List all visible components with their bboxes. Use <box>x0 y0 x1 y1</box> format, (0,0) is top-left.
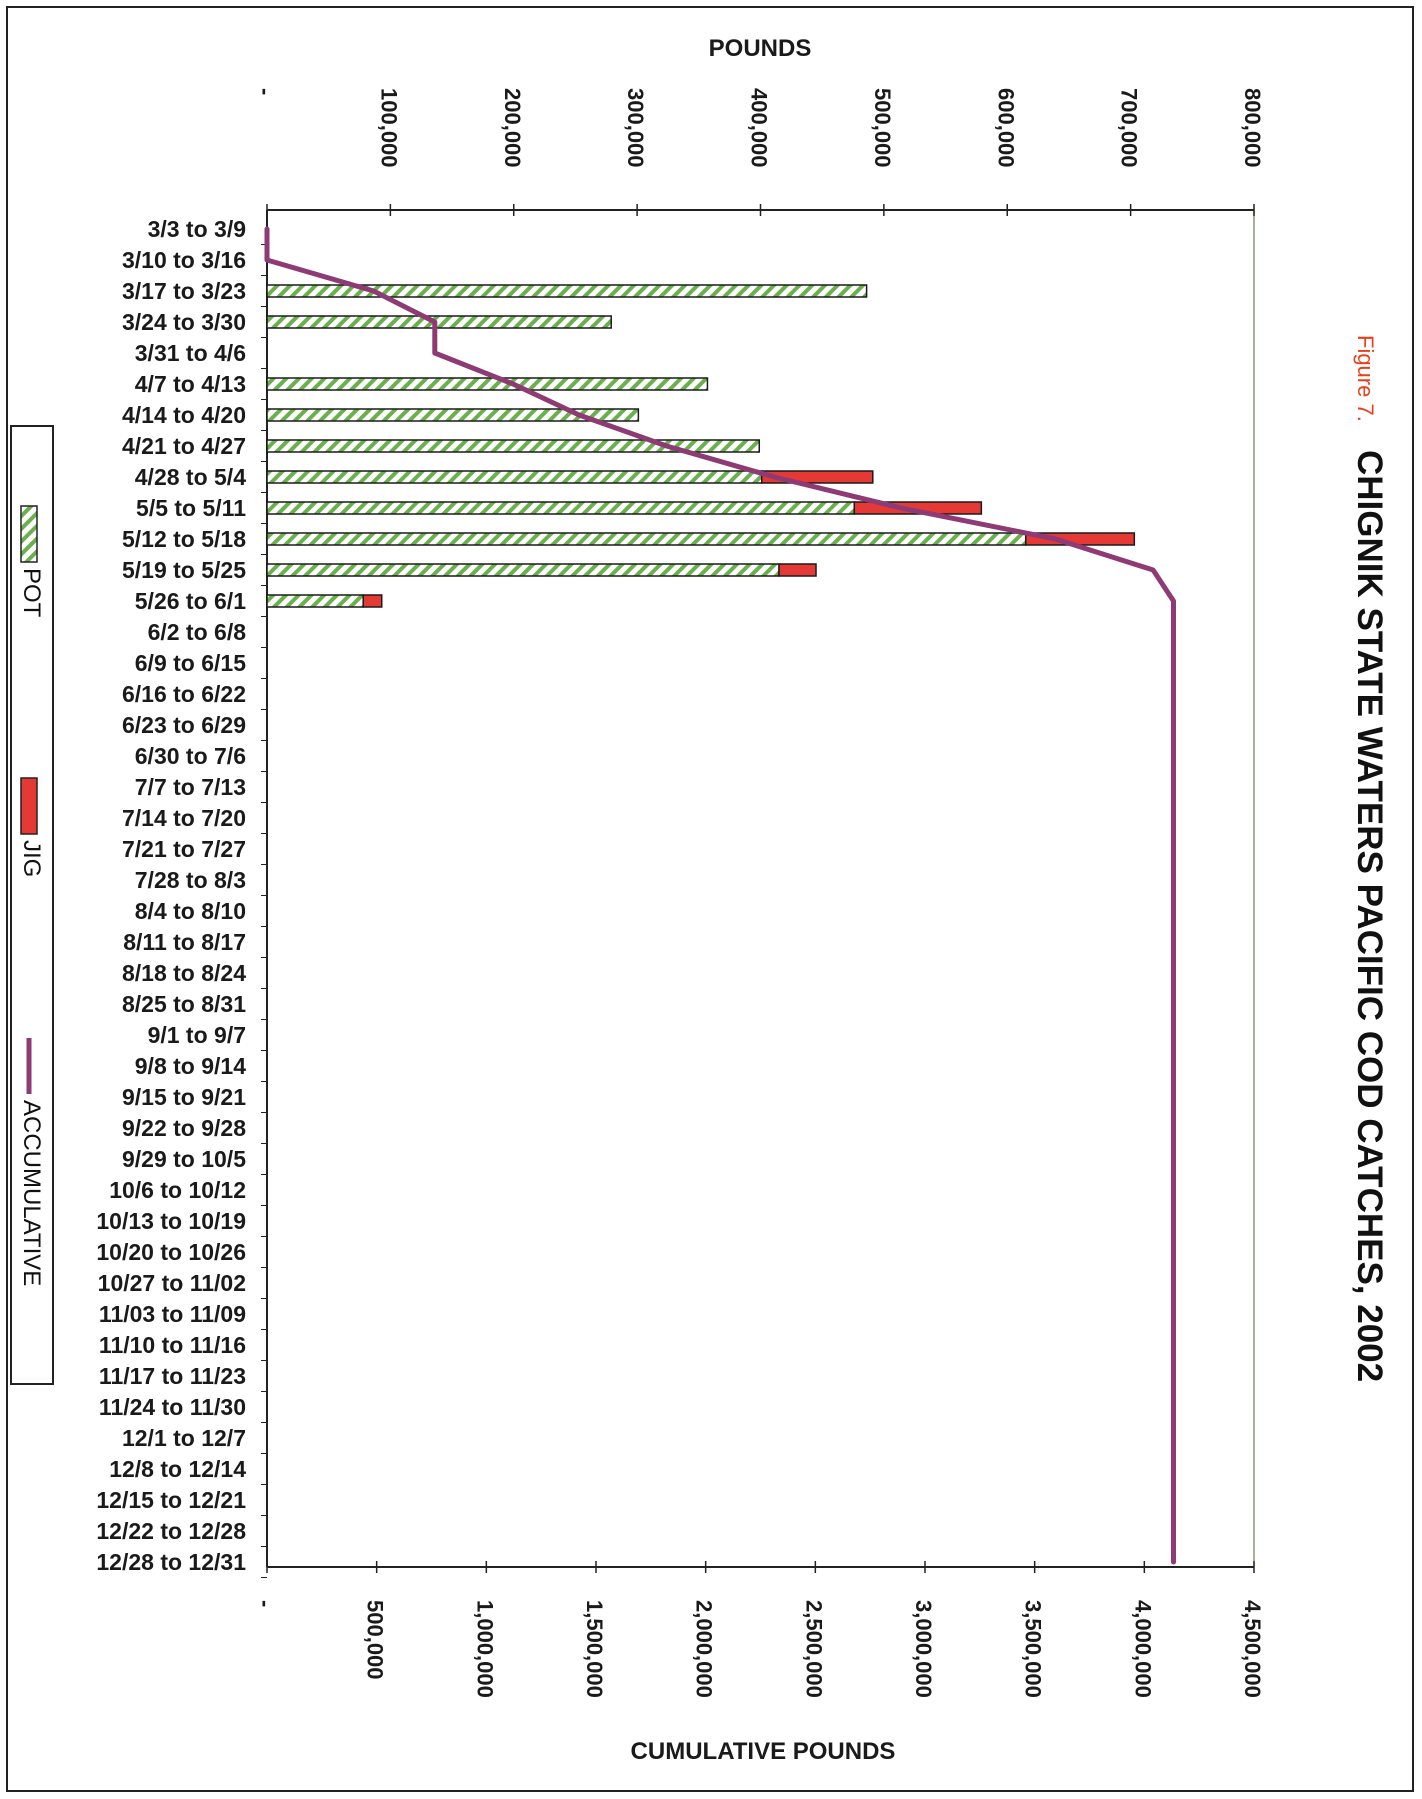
category-label: 10/13 to 10/19 <box>96 1208 246 1234</box>
category-label: 8/18 to 8/24 <box>122 960 246 986</box>
category-label: 4/28 to 5/4 <box>135 464 246 490</box>
top-axis-tick-label: 700,000 <box>1117 88 1142 168</box>
pot-bar <box>266 594 364 608</box>
category-label: 9/22 to 9/28 <box>122 1115 246 1141</box>
category-label: 6/9 to 6/15 <box>135 650 246 676</box>
category-label: 8/11 to 8/17 <box>123 929 246 955</box>
category-label: 12/28 to 12/31 <box>96 1549 246 1575</box>
figure-frame <box>6 6 1414 1792</box>
pot-bar <box>266 563 780 577</box>
category-label: 12/1 to 12/7 <box>122 1425 246 1451</box>
bottom-axis-tick-label: - <box>253 1600 278 1607</box>
legend-swatch-jig <box>20 777 38 835</box>
bars <box>266 284 1136 608</box>
top-axis-tick-label: 600,000 <box>993 88 1018 168</box>
legend-label-jig: JIG <box>18 840 45 877</box>
category-label: 3/24 to 3/30 <box>122 309 246 335</box>
category-label: 12/22 to 12/28 <box>96 1518 246 1544</box>
bottom-axis-label: CUMULATIVE POUNDS <box>631 1738 896 1765</box>
category-label: 7/28 to 8/3 <box>135 867 246 893</box>
legend-swatch-pot <box>20 505 38 563</box>
chart-title: CHIGNIK STATE WATERS PACIFIC COD CATCHES… <box>1350 450 1389 1382</box>
category-label: 11/17 to 11/23 <box>99 1363 246 1389</box>
top-axis-tick-label: 800,000 <box>1240 88 1265 168</box>
category-label: 4/14 to 4/20 <box>122 402 246 428</box>
top-axis-tick-label: - <box>253 88 278 95</box>
category-labels: 3/3 to 3/9 3/10 to 3/16 3/17 to 3/23 3/24 t… <box>96 216 267 1578</box>
category-label: 5/12 to 5/18 <box>122 526 246 552</box>
category-label: 3/3 to 3/9 <box>148 216 246 242</box>
category-label: 11/10 to 11/16 <box>99 1332 246 1358</box>
legend-box <box>10 425 54 1385</box>
pot-bar <box>266 408 640 422</box>
category-label: 9/29 to 10/5 <box>122 1146 246 1172</box>
pot-bar <box>266 470 763 484</box>
top-axis-ticks: - 100,000 200,000 300,000 400,000 500,000 600,… <box>253 88 1265 216</box>
category-label: 5/19 to 5/25 <box>122 557 246 583</box>
category-label: 10/20 to 10/26 <box>96 1239 246 1265</box>
top-axis-label: POUNDS <box>709 35 812 62</box>
top-axis-tick-label: 400,000 <box>747 88 772 168</box>
category-label: 11/03 to 11/09 <box>99 1301 246 1327</box>
jig-bar <box>362 594 383 608</box>
category-label: 8/4 to 8/10 <box>135 898 246 924</box>
category-label: 9/8 to 9/14 <box>135 1053 246 1079</box>
category-label: 7/21 to 7/27 <box>122 836 246 862</box>
category-label: 10/27 to 11/02 <box>98 1270 246 1296</box>
legend-label-pot: POT <box>18 568 45 618</box>
category-label: 12/15 to 12/21 <box>96 1487 246 1513</box>
category-label: 5/5 to 5/11 <box>136 495 246 521</box>
bottom-axis-tick-label: 4,500,000 <box>1240 1600 1265 1698</box>
jig-bar <box>778 563 817 577</box>
bottom-axis-tick-label: 2,500,000 <box>801 1600 826 1698</box>
top-axis-tick-label: 200,000 <box>500 88 525 168</box>
category-label: 3/17 to 3/23 <box>122 278 246 304</box>
top-axis-tick-label: 300,000 <box>623 88 648 168</box>
category-label: 12/8 to 12/14 <box>109 1456 246 1482</box>
category-label: 7/14 to 7/20 <box>122 805 246 831</box>
top-axis-tick-label: 500,000 <box>870 88 895 168</box>
category-label: 4/21 to 4/27 <box>122 433 246 459</box>
category-label: 3/10 to 3/16 <box>122 247 246 273</box>
pot-bar <box>266 377 709 391</box>
category-label: 5/26 to 6/1 <box>135 588 246 614</box>
accumulative-line-group <box>264 226 1176 1565</box>
category-label: 6/2 to 6/8 <box>148 619 247 645</box>
bottom-axis-tick-label: 1,000,000 <box>472 1600 497 1698</box>
category-label: 11/24 to 11/30 <box>99 1394 246 1420</box>
pot-bar <box>266 284 868 298</box>
bottom-axis-ticks: - 500,000 1,000,000 1,500,000 2,000,000 2,500… <box>253 1561 1265 1698</box>
category-label: 6/16 to 6/22 <box>122 681 246 707</box>
category-label: 8/25 to 8/31 <box>122 991 246 1017</box>
pot-bar <box>266 315 612 329</box>
category-label: 6/30 to 7/6 <box>135 743 246 769</box>
category-label: 9/1 to 9/7 <box>148 1022 246 1048</box>
bottom-axis-tick-label: 3,500,000 <box>1021 1600 1046 1698</box>
top-axis-tick-label: 100,000 <box>376 88 401 168</box>
bottom-axis-tick-label: 3,000,000 <box>911 1600 936 1698</box>
category-label: 9/15 to 9/21 <box>122 1084 246 1110</box>
category-label: 4/7 to 4/13 <box>135 371 246 397</box>
legend-label-accumulative: ACCUMULATIVE <box>18 1100 45 1286</box>
category-label: 3/31 to 4/6 <box>135 340 246 366</box>
pot-bar <box>266 501 856 515</box>
figure-label: Figure 7. <box>1353 335 1378 422</box>
category-label: 10/6 to 10/12 <box>109 1177 246 1203</box>
accumulative-line <box>264 226 1176 1565</box>
category-label: 7/7 to 7/13 <box>135 774 246 800</box>
bottom-axis-tick-label: 500,000 <box>363 1600 388 1680</box>
category-label: 6/23 to 6/29 <box>122 712 246 738</box>
bottom-axis-tick-label: 1,500,000 <box>582 1600 607 1698</box>
pot-bar <box>266 439 761 453</box>
bottom-axis-tick-label: 2,000,000 <box>692 1600 717 1698</box>
pot-bar <box>266 532 1027 546</box>
bottom-axis-tick-label: 4,000,000 <box>1130 1600 1155 1698</box>
